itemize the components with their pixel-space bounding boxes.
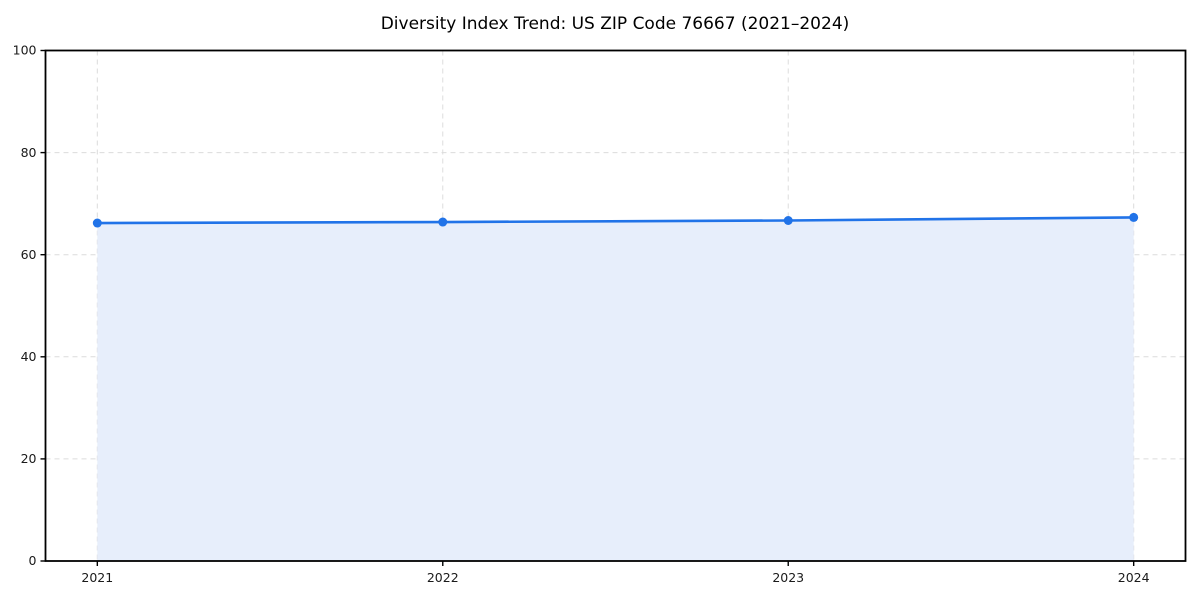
y-tick-label: 40	[21, 349, 37, 364]
y-tick-label: 20	[21, 451, 37, 466]
x-tick-label: 2021	[81, 570, 113, 585]
y-tick-label: 0	[29, 553, 37, 568]
data-point-2022	[438, 217, 448, 227]
y-tick-label: 60	[21, 247, 37, 262]
chart-title: Diversity Index Trend: US ZIP Code 76667…	[380, 14, 850, 34]
area-fill	[97, 217, 1134, 561]
data-point-2021	[92, 218, 102, 228]
x-tick-label: 2023	[772, 570, 804, 585]
trend-line	[96, 216, 1135, 225]
y-tick-label: 80	[21, 145, 37, 160]
data-point-2023	[783, 215, 793, 225]
y-tick-label: 100	[13, 43, 37, 58]
x-tick-label: 2024	[1118, 570, 1150, 585]
x-tick-label: 2022	[427, 570, 459, 585]
plot-border	[44, 49, 1187, 562]
data-point-2024	[1129, 212, 1139, 222]
